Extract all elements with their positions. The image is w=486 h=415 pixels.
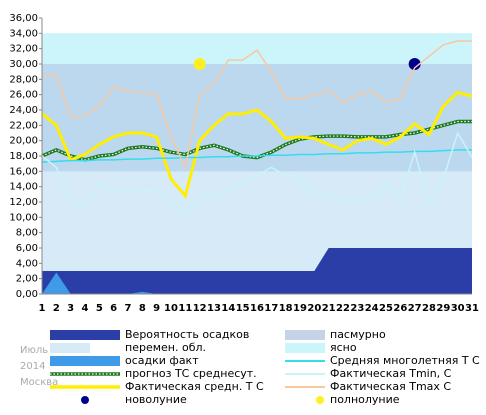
y-tick-label: 36,00 [9, 13, 38, 24]
x-tick-label: 15 [236, 303, 250, 314]
y-tick-label: 24,00 [9, 105, 38, 116]
x-tick-label: 6 [110, 303, 117, 314]
legend-swatch [316, 396, 324, 404]
x-tick-label: 17 [264, 303, 278, 314]
line [41, 131, 473, 215]
legend-label: новолуние [125, 393, 187, 406]
legend-label: Фактическая средн. Т С [125, 380, 264, 393]
line [42, 40, 472, 170]
marker [193, 58, 206, 70]
x-tick-label: 14 [221, 303, 235, 314]
band [42, 18, 472, 34]
x-tick-label: 13 [207, 303, 221, 314]
legend-label: пасмурно [330, 328, 386, 341]
area [42, 248, 472, 294]
x-tick-label: 9 [153, 303, 160, 314]
x-tick-label: 21 [322, 303, 336, 314]
y-tick-label: 2,00 [16, 274, 38, 285]
legend-label: прогноз ТС среднесут. [125, 367, 257, 380]
y-tick-label: 4,00 [16, 258, 38, 269]
y-tick-label: 10,00 [9, 212, 38, 223]
x-tick-label: 1 [39, 303, 46, 314]
city: Москва [20, 377, 58, 388]
legend-swatch [50, 343, 90, 353]
x-tick-label: 7 [125, 303, 132, 314]
legend-swatch [50, 330, 120, 340]
y-tick-label: 16,00 [9, 166, 38, 177]
y-tick-label: 30,00 [9, 59, 38, 70]
x-tick-label: 19 [293, 303, 307, 314]
legend-swatch [285, 330, 325, 340]
y-tick-label: 14,00 [9, 182, 38, 193]
x-tick-label: 28 [422, 303, 436, 314]
legend-label: Вероятность осадков [125, 328, 249, 341]
y-tick-label: 20,00 [9, 136, 38, 147]
legend-label: осадки факт [125, 354, 199, 367]
y-tick-label: 8,00 [16, 228, 38, 239]
legend-label: перемен. обл. [125, 341, 206, 354]
legend-label: Фактическая Tmin, C [330, 367, 452, 380]
x-tick-label: 29 [436, 303, 450, 314]
x-tick-label: 22 [336, 303, 350, 314]
y-tick-label: 22,00 [9, 120, 38, 131]
legend-swatch [50, 356, 120, 366]
x-tick-label: 12 [193, 303, 207, 314]
legend-label: полнолуние [330, 393, 400, 406]
month: Июль [20, 345, 48, 356]
x-tick-label: 27 [408, 303, 422, 314]
legend-label: Фактическая Tmax C [330, 380, 451, 393]
x-tick-label: 18 [279, 303, 293, 314]
year: 2014 [20, 361, 45, 372]
y-tick-label: 12,00 [9, 197, 38, 208]
x-tick-label: 30 [451, 303, 465, 314]
x-tick-label: 25 [379, 303, 393, 314]
x-tick-label: 11 [178, 303, 192, 314]
line [41, 149, 472, 163]
marker [408, 58, 421, 70]
x-tick-label: 24 [365, 303, 379, 314]
line [41, 90, 473, 200]
x-tick-label: 26 [393, 303, 407, 314]
x-tick-label: 5 [96, 303, 103, 314]
y-tick-label: 28,00 [9, 74, 38, 85]
legend-label: Средняя многолетняя Т С [330, 354, 480, 367]
x-tick-label: 8 [139, 303, 146, 314]
x-tick-label: 20 [307, 303, 321, 314]
x-tick-label: 23 [350, 303, 364, 314]
legend-swatch [81, 396, 89, 404]
legend-label: ясно [330, 341, 357, 354]
x-tick-label: 10 [164, 303, 178, 314]
x-tick-label: 16 [250, 303, 264, 314]
y-tick-label: 18,00 [9, 151, 38, 162]
legend-swatch [285, 343, 325, 353]
x-tick-label: 31 [465, 303, 479, 314]
x-tick-label: 3 [67, 303, 74, 314]
x-tick-label: 4 [82, 303, 89, 314]
y-tick-label: 0,00 [16, 289, 38, 300]
band [42, 33, 472, 64]
line-dots [41, 120, 472, 161]
y-tick-label: 32,00 [9, 44, 38, 55]
x-tick-label: 2 [53, 303, 60, 314]
y-tick-label: 26,00 [9, 90, 38, 101]
y-tick-label: 34,00 [9, 28, 38, 39]
y-tick-label: 6,00 [16, 243, 38, 254]
